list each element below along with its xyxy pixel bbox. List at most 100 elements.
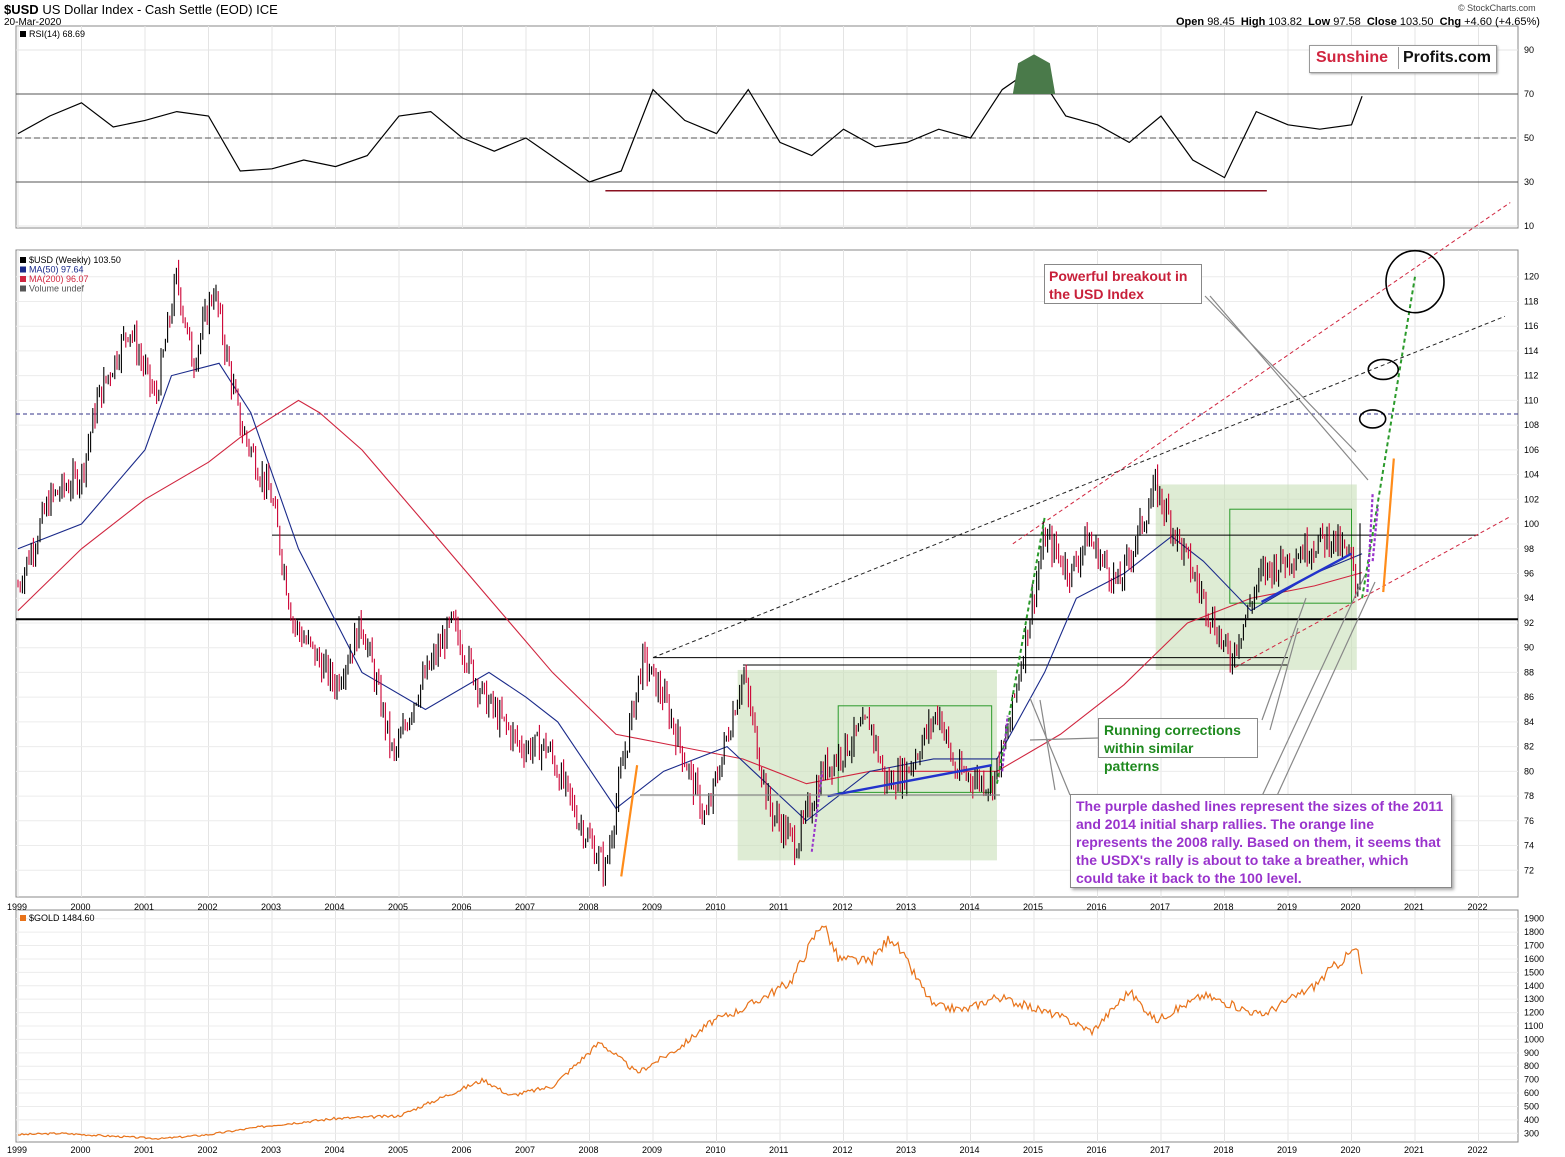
gold-x-label: 2011 [769,1145,788,1155]
trend-dashed-black [652,315,1506,659]
gold-tick-label: 400 [1524,1115,1539,1125]
price-x-label: 2021 [1404,902,1424,912]
callout-pointer [1209,295,1369,481]
target-ellipse-112 [1367,358,1400,381]
price-tick-label: 112 [1524,371,1538,381]
gold-tick-label: 900 [1524,1048,1539,1058]
rsi-tick-label: 70 [1524,89,1534,99]
price-x-label: 2004 [325,902,345,912]
rsi-overbought-fill [1012,54,1056,94]
pattern-box-2011 [737,669,997,861]
price-x-label: 2005 [388,902,408,912]
price-x-label: 2000 [71,902,91,912]
gold-tick-label: 500 [1524,1101,1539,1111]
rsi-tick-label: 30 [1524,177,1534,187]
gold-tick-label: 1800 [1524,927,1544,937]
brand-sunshine: Sunshine [1316,49,1389,66]
rsi-line [17,66,1363,183]
gold-x-label: 2007 [515,1145,535,1155]
price-x-label: 2014 [960,902,980,912]
price-x-label: 2018 [1214,902,1234,912]
price-x-label: 2003 [261,902,281,912]
symbol: $USD [4,2,39,17]
gold-legend-swatch [20,915,26,921]
callout-pointer [1274,581,1376,801]
ma200-line [17,399,1363,785]
price-tick-label: 72 [1524,865,1534,875]
rsi-tick-label: 90 [1524,45,1534,55]
orange-projection [1382,458,1395,593]
ohlc-readout: Open 98.45 High 103.82 Low 97.58 Close 1… [1176,16,1540,28]
callout-pointer [1029,737,1099,741]
high-value: 103.82 [1268,16,1303,28]
callout-pointer [1269,627,1299,731]
close-value: 103.50 [1399,16,1434,28]
gold-x-label: 2022 [1468,1145,1488,1155]
target-ellipse-120 [1385,249,1445,314]
exchange: ICE [256,2,278,17]
low-label: Low [1308,16,1331,28]
price-tick-label: 88 [1524,667,1534,677]
gold-x-label: 2015 [1023,1145,1043,1155]
price-tick-label: 106 [1524,445,1539,455]
open-value: 98.45 [1207,16,1235,28]
price-tick-label: 102 [1524,494,1539,504]
gold-tick-label: 1500 [1524,967,1544,977]
gold-tick-label: 1700 [1524,941,1544,951]
gold-line [17,925,1363,1140]
rsi-legend-swatch [20,31,26,37]
price-x-label: 2010 [706,902,726,912]
blue-trend-2019 [1260,552,1353,603]
purple-projection-2 [1371,505,1380,562]
purple-lines-annotation: The purple dashed lines represent the si… [1070,794,1452,888]
instrument-name: US Dollar Index - Cash Settle (EOD) [42,2,253,17]
price-tick-label: 96 [1524,569,1534,579]
price-x-label: 2009 [642,902,662,912]
gold-x-label: 1999 [7,1145,27,1155]
price-tick-label: 78 [1524,791,1534,801]
price-tick-label: 92 [1524,618,1534,628]
pattern-box-2017 [1155,484,1357,670]
price-x-label: 2017 [1150,902,1170,912]
callout-pointer [1261,597,1307,721]
open-label: Open [1176,16,1205,28]
price-bars [17,259,1361,887]
gold-x-label: 2009 [642,1145,662,1155]
trend-dashed-red-lower [1234,516,1511,668]
rsi-panel-frame [15,25,1519,229]
purple-projection-1 [1366,493,1374,593]
price-x-label: 2022 [1468,902,1488,912]
price-legend-item: MA(50) 97.64 [29,265,84,275]
price-tick-label: 86 [1524,692,1534,702]
chg-value: +4.60 (+4.65%) [1464,16,1540,28]
price-tick-label: 90 [1524,643,1534,653]
price-tick-label: 118 [1524,296,1538,306]
callout-pointer [1261,574,1366,797]
price-x-label: 1999 [7,902,27,912]
price-tick-label: 80 [1524,766,1534,776]
price-tick-label: 110 [1524,395,1538,405]
sunshine-profits-logo: Sunshine Profits.com [1309,45,1497,73]
blue-trend-2012 [827,763,992,798]
price-tick-label: 98 [1524,544,1534,554]
price-tick-label: 82 [1524,742,1534,752]
price-x-label: 2008 [579,902,599,912]
gold-tick-label: 1100 [1524,1021,1543,1031]
price-x-label: 2001 [134,902,154,912]
gold-x-label: 2000 [71,1145,91,1155]
gold-tick-label: 800 [1524,1061,1539,1071]
gold-x-label: 2003 [261,1145,281,1155]
gold-x-label: 2020 [1341,1145,1361,1155]
trend-dashed-red-upper [1012,202,1511,545]
price-x-label: 2012 [833,902,853,912]
price-legend-item: $USD (Weekly) 103.50 [29,255,121,265]
high-label: High [1240,16,1266,28]
price-tick-label: 84 [1524,717,1534,727]
target-ellipse-108 [1358,409,1387,429]
price-legend-swatch [20,266,26,273]
price-x-label: 2020 [1341,902,1361,912]
source-credit: © StockCharts.com [1458,3,1536,13]
gold-x-label: 2014 [960,1145,980,1155]
price-x-label: 2007 [515,902,535,912]
price-tick-label: 108 [1524,420,1539,430]
